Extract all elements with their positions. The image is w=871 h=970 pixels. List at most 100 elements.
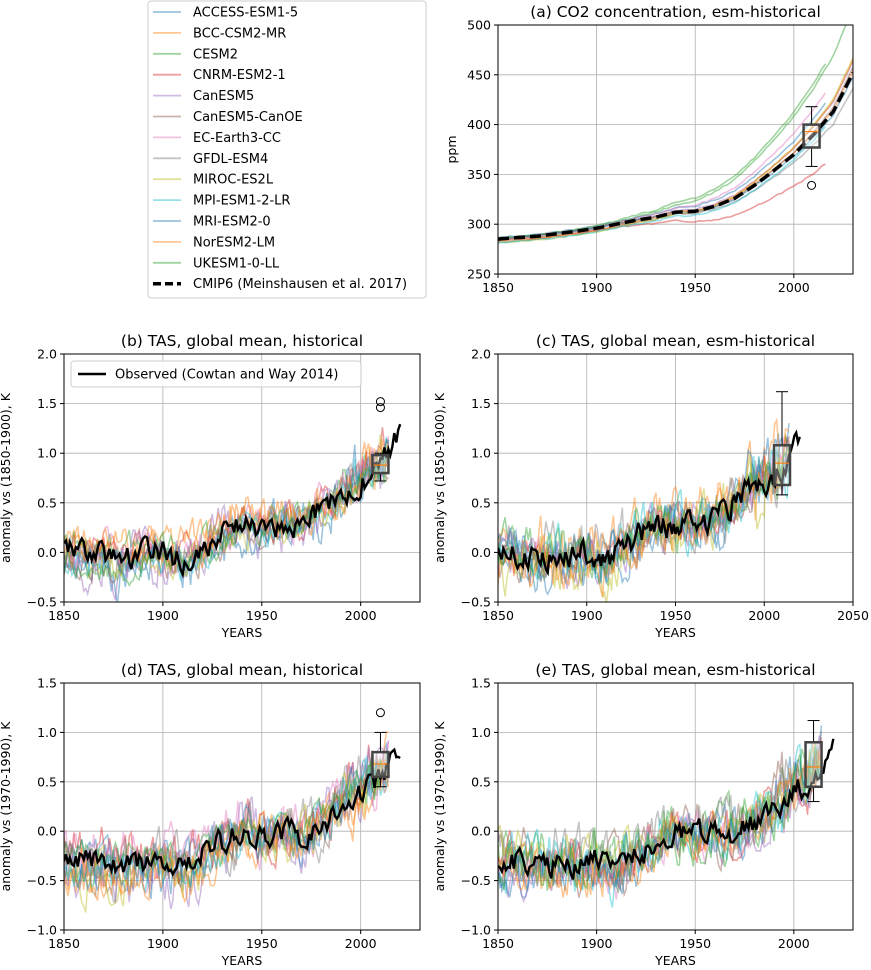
x-axis-label: YEARS bbox=[221, 625, 263, 640]
observed-legend: Observed (Cowtan and Way 2014) bbox=[70, 360, 362, 388]
plot-area-c bbox=[498, 417, 801, 602]
observed-legend-label: Observed (Cowtan and Way 2014) bbox=[115, 368, 338, 383]
y-tick-label: 1.0 bbox=[37, 725, 57, 740]
y-tick-label: 350 bbox=[467, 167, 491, 182]
x-tick-label: 2050 bbox=[837, 608, 869, 623]
y-tick-label: 1.5 bbox=[471, 676, 491, 691]
boxplot-e bbox=[804, 720, 823, 803]
y-tick-label: 1.5 bbox=[37, 396, 57, 411]
y-tick-label: 0.0 bbox=[37, 824, 57, 839]
y-tick-label: 1.5 bbox=[471, 396, 491, 411]
x-tick-label: 2000 bbox=[778, 936, 810, 951]
model-line-10 bbox=[498, 442, 790, 587]
x-tick-label: 2000 bbox=[748, 608, 780, 623]
y-tick-label: −0.5 bbox=[461, 873, 491, 888]
model-line-13 bbox=[64, 451, 390, 587]
legend-label-1: ACCESS-ESM1-5 bbox=[193, 6, 298, 21]
y-axis-label: anomaly vs (1970-1990), K bbox=[0, 721, 13, 892]
model-line-5 bbox=[498, 735, 823, 904]
observed-line bbox=[498, 738, 835, 880]
y-axis-label: anomaly vs (1850-1900), K bbox=[0, 392, 13, 563]
y-tick-label: −0.5 bbox=[461, 595, 491, 610]
panel-title: (d) TAS, global mean, historical bbox=[121, 661, 363, 679]
model-line-8 bbox=[64, 755, 390, 903]
boxplot-d bbox=[371, 708, 390, 788]
model-legend: ACCESS-ESM1-5 BCC-CSM2-MR CESM2 CNRM-ESM2-1… bbox=[147, 0, 427, 299]
model-line-2 bbox=[64, 731, 389, 896]
observed-line bbox=[64, 423, 402, 579]
reference-line bbox=[498, 72, 853, 241]
legend-label-2: BCC-CSM2-MR bbox=[193, 26, 286, 41]
axes-frame bbox=[63, 353, 421, 603]
x-tick-label: 1850 bbox=[482, 608, 514, 623]
boxplot-box bbox=[371, 453, 390, 475]
y-tick-label: 1.0 bbox=[471, 446, 491, 461]
panel-a: 1850 1900 1950 2000 250 300 350 400 450 500 (a) CO… bbox=[444, 3, 854, 295]
legend-label-12: NorESM2-LM bbox=[193, 235, 275, 250]
observed-legend-box bbox=[70, 360, 362, 388]
y-tick-label: 400 bbox=[467, 117, 491, 132]
x-tick-label: 1850 bbox=[48, 608, 80, 623]
y-tick-label: −1.0 bbox=[461, 923, 491, 938]
y-tick-label: 1.5 bbox=[37, 676, 57, 691]
boxplot-outlier bbox=[375, 403, 385, 413]
model-line-3 bbox=[498, 436, 790, 587]
x-axis-label: YEARS bbox=[654, 625, 696, 640]
model-line-10 bbox=[64, 436, 390, 581]
x-tick-label: 2000 bbox=[778, 280, 810, 295]
plot-area-e bbox=[498, 725, 835, 908]
boxplot-outlier bbox=[807, 180, 817, 190]
legend-label-4: CNRM-ESM2-1 bbox=[193, 68, 286, 83]
x-tick-label: 1900 bbox=[147, 608, 179, 623]
y-tick-label: −0.5 bbox=[27, 873, 57, 888]
model-line-10 bbox=[498, 126, 826, 244]
model-line-1 bbox=[64, 741, 390, 877]
y-tick-label: 250 bbox=[467, 267, 491, 282]
y-tick-label: 500 bbox=[467, 18, 491, 33]
y-tick-label: −0.5 bbox=[27, 595, 57, 610]
x-tick-label: 1850 bbox=[48, 936, 80, 951]
legend-label-8: GFDL-ESM4 bbox=[193, 152, 268, 167]
model-legend-box bbox=[147, 0, 427, 299]
model-line-3 bbox=[498, 748, 823, 894]
axes-frame bbox=[497, 682, 854, 931]
boxplot-outlier bbox=[375, 397, 385, 407]
panel-title: (a) CO2 concentration, esm-historical bbox=[530, 3, 821, 21]
x-tick-label: 1850 bbox=[482, 936, 514, 951]
y-tick-label: 0.5 bbox=[471, 774, 491, 789]
model-line-8 bbox=[498, 731, 823, 893]
model-line-4 bbox=[498, 437, 790, 574]
model-line-12 bbox=[64, 438, 390, 570]
y-tick-label: 0.5 bbox=[37, 495, 57, 510]
boxplot-box bbox=[802, 123, 821, 149]
y-tick-label: 0.5 bbox=[37, 774, 57, 789]
model-line-2 bbox=[64, 442, 390, 579]
panel-title: (e) TAS, global mean, esm-historical bbox=[535, 661, 815, 679]
legend-label-14: CMIP6 (Meinshausen et al. 2017) bbox=[193, 277, 407, 292]
boxplot-c bbox=[772, 391, 792, 496]
boxplot-a bbox=[802, 106, 821, 190]
boxplot-outlier bbox=[375, 708, 385, 718]
model-line-7 bbox=[64, 741, 390, 894]
y-tick-label: 1.0 bbox=[37, 446, 57, 461]
panel-b: 1850 1900 1950 2000 −0.5 0.0 0.5 1.0 1.5 2.0 (b) T… bbox=[0, 332, 421, 640]
model-line-6 bbox=[64, 754, 390, 892]
plot-area-a bbox=[498, 25, 853, 244]
legend-label-3: CESM2 bbox=[193, 47, 238, 62]
model-line-3 bbox=[498, 25, 847, 241]
legend-label-9: MIROC-ES2L bbox=[193, 173, 274, 188]
y-tick-label: 0.0 bbox=[471, 545, 491, 560]
model-line-6 bbox=[498, 751, 823, 898]
y-tick-label: 0.0 bbox=[471, 824, 491, 839]
model-line-4 bbox=[64, 744, 389, 885]
x-tick-label: 1950 bbox=[246, 608, 278, 623]
x-tick-label: 2000 bbox=[345, 608, 377, 623]
legend-label-5: CanESM5 bbox=[193, 89, 254, 104]
model-line-3 bbox=[64, 748, 390, 885]
model-line-11 bbox=[498, 423, 790, 596]
x-tick-label: 1900 bbox=[581, 936, 613, 951]
legend-label-10: MPI-ESM1-2-LR bbox=[193, 194, 290, 209]
x-tick-label: 1950 bbox=[679, 936, 711, 951]
panel-title: (b) TAS, global mean, historical bbox=[121, 332, 363, 350]
